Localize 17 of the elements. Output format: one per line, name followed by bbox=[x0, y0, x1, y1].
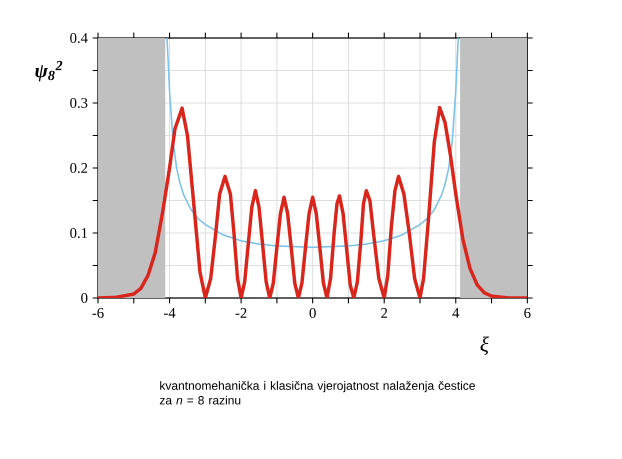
y-axis-title: ψ$_{8}$2 bbox=[35, 60, 62, 82]
x-tick-label: -2 bbox=[236, 308, 246, 318]
x-tick-label: -6 bbox=[92, 308, 104, 318]
x-tick-label: 4 bbox=[452, 308, 460, 318]
y-tick-label: 0.2 bbox=[70, 163, 88, 173]
y-tick-label: 0.3 bbox=[70, 98, 88, 108]
x-tick-label: -4 bbox=[164, 308, 176, 318]
text: kvantnomehanička i klasična vjerojatnost nalaženja čestice za n = 8 razinu bbox=[160, 381, 475, 405]
y-tick-label: 0.4 bbox=[70, 33, 88, 43]
y-tick-label: 0 bbox=[81, 293, 88, 303]
x-axis-title: ξ bbox=[480, 336, 489, 356]
x-tick-label: 0 bbox=[310, 308, 316, 318]
line-series bbox=[98, 106, 528, 298]
line-series bbox=[166, 38, 460, 248]
y-tick-label: 0.1 bbox=[70, 228, 88, 238]
x-tick-label: 2 bbox=[381, 308, 388, 318]
x-tick-label: 6 bbox=[524, 308, 531, 318]
